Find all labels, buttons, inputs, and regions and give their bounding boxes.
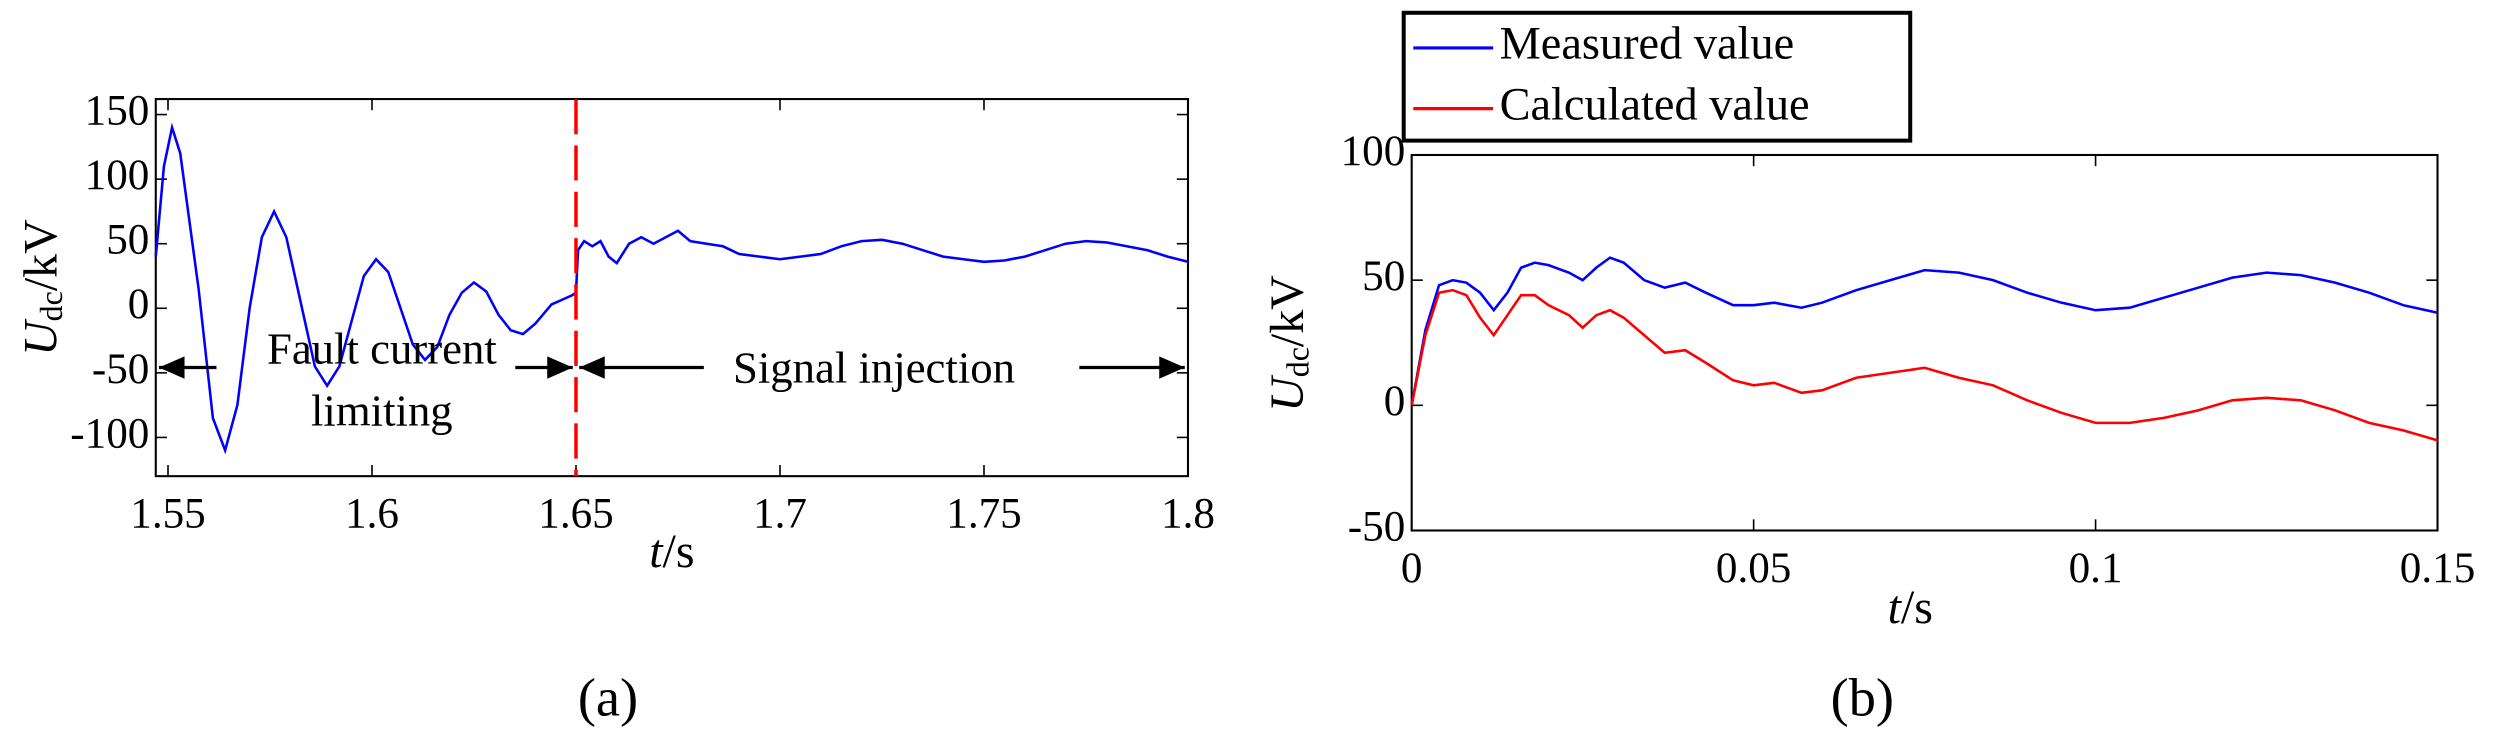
axis-symbol: U <box>15 318 68 356</box>
data-line <box>1410 256 2438 406</box>
plot-frame <box>154 98 1190 478</box>
x-tick-label: 1.6 <box>345 491 399 538</box>
axis-label: Udc/kV <box>15 219 70 356</box>
arrow-head <box>158 356 185 379</box>
x-tick-label: 1.55 <box>130 491 205 538</box>
axis-label: t/s <box>649 525 694 578</box>
x-tick-label: 0 <box>1401 545 1423 592</box>
x-tick-label: 1.7 <box>753 491 807 538</box>
axis-unit: /s <box>1901 581 1933 634</box>
arrow-head <box>579 356 605 379</box>
axis-symbol: t <box>649 525 664 578</box>
y-tick-label: -50 <box>92 346 150 393</box>
axis-unit: /kV <box>1261 275 1314 347</box>
axis-label: Udc/kV <box>1261 275 1316 412</box>
axis-unit: /kV <box>15 219 68 291</box>
x-tick-label: 0.05 <box>1716 545 1791 592</box>
x-tick-label: 1.8 <box>1161 491 1215 538</box>
legend-label: Calculated value <box>1500 79 1810 130</box>
axis-subscript: dc <box>34 291 69 321</box>
y-tick-label: -100 <box>70 410 149 457</box>
y-tick-label: -50 <box>1348 503 1406 550</box>
annotation: Fault current <box>267 323 497 373</box>
axis-symbol: t <box>1888 581 1903 634</box>
y-tick-label: 0 <box>1384 378 1406 425</box>
legend-box <box>1401 10 1913 143</box>
axis-unit: /s <box>663 525 695 578</box>
annotation: limiting <box>311 386 453 436</box>
arrow-head <box>1159 356 1185 379</box>
data-line <box>1410 288 2438 442</box>
caption: (a) <box>578 668 638 728</box>
axis-label: t/s <box>1888 581 1933 634</box>
annotation: Signal injection <box>733 343 1015 393</box>
legend-label: Measured value <box>1500 19 1795 70</box>
x-tick-label: 0.15 <box>2400 545 2475 592</box>
plot-frame <box>1410 153 2439 532</box>
x-tick-label: 1.75 <box>946 491 1021 538</box>
axis-subscript: dc <box>1281 347 1316 377</box>
x-tick-label: 1.65 <box>538 491 613 538</box>
y-tick-label: 0 <box>128 281 150 328</box>
y-tick-label: 100 <box>85 152 150 199</box>
data-line <box>154 122 1189 455</box>
axis-symbol: U <box>1261 374 1314 412</box>
caption: (b) <box>1831 668 1894 728</box>
y-tick-label: 100 <box>1341 128 1406 175</box>
arrow-head <box>547 356 573 379</box>
y-tick-label: 150 <box>85 87 150 134</box>
y-tick-label: 50 <box>106 217 149 264</box>
y-tick-label: 50 <box>1362 253 1405 300</box>
x-tick-label: 0.1 <box>2069 545 2123 592</box>
